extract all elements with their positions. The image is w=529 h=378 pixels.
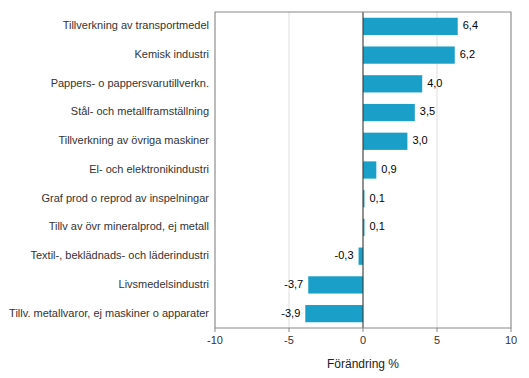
bar <box>305 305 363 322</box>
tick-label: 5 <box>434 334 440 346</box>
tick-label: 0 <box>360 334 366 346</box>
data-label: 3,5 <box>420 105 435 117</box>
data-label: 3,0 <box>412 134 427 146</box>
tick-mark <box>363 328 364 332</box>
tick-mark <box>511 328 512 332</box>
bar <box>363 75 422 92</box>
category-label: Tillv. metallvaror, ej maskiner o appara… <box>9 307 209 319</box>
category-label: Pappers- o pappersvarutillverkn. <box>51 77 209 89</box>
data-label: 6,4 <box>463 19 478 31</box>
category-label: Kemisk industri <box>134 48 209 60</box>
bar <box>363 46 455 63</box>
tick-mark <box>437 328 438 332</box>
data-label: 6,2 <box>460 48 475 60</box>
bar <box>363 104 415 121</box>
tick-label: -10 <box>207 334 223 346</box>
category-label: Stål- och metallframställning <box>71 105 209 117</box>
grid <box>215 12 511 328</box>
data-label: 4,0 <box>427 77 442 89</box>
x-axis-label: Förändring % <box>327 357 399 371</box>
category-label: Tillv av övr mineralprod, ej metall <box>49 220 209 232</box>
data-label: -0,3 <box>335 249 354 261</box>
data-label: -3,9 <box>281 307 300 319</box>
bar <box>363 161 376 178</box>
data-label: 0,9 <box>381 163 396 175</box>
bar <box>359 248 363 265</box>
category-label: Tillverkning av transportmedel <box>63 19 209 31</box>
category-label: Livsmedelsindustri <box>119 278 209 290</box>
chart-container: Tillv. metallvaror, ej maskiner o appara… <box>0 0 529 378</box>
data-label: 0,1 <box>369 192 384 204</box>
bar <box>308 276 363 293</box>
plot-frame <box>215 12 511 328</box>
x-axis: -10 -5 0 5 10 <box>207 328 517 346</box>
tick-label: -5 <box>284 334 294 346</box>
grid-line <box>363 12 364 328</box>
data-labels: -3,9 -3,7 -0,3 0,1 0,1 0,9 3,0 3,5 4,0 6,2 6,4 <box>281 19 478 318</box>
bar <box>363 133 407 150</box>
category-label: Graf prod o reprod av inspelningar <box>41 192 209 204</box>
y-axis: Tillv. metallvaror, ej maskiner o appara… <box>9 19 209 318</box>
data-label: 0,1 <box>369 220 384 232</box>
zero-line <box>363 12 364 328</box>
chart: Tillv. metallvaror, ej maskiner o appara… <box>0 0 529 378</box>
category-label: El- och elektronikindustri <box>89 163 209 175</box>
category-label: Tillverkning av övriga maskiner <box>58 134 209 146</box>
tick-mark <box>289 328 290 332</box>
data-label: -3,7 <box>284 278 303 290</box>
tick-mark <box>215 328 216 332</box>
category-label: Textil-, beklädnads- och läderindustri <box>30 249 209 261</box>
bar <box>363 18 458 35</box>
bars <box>305 18 457 323</box>
tick-label: 10 <box>505 334 517 346</box>
